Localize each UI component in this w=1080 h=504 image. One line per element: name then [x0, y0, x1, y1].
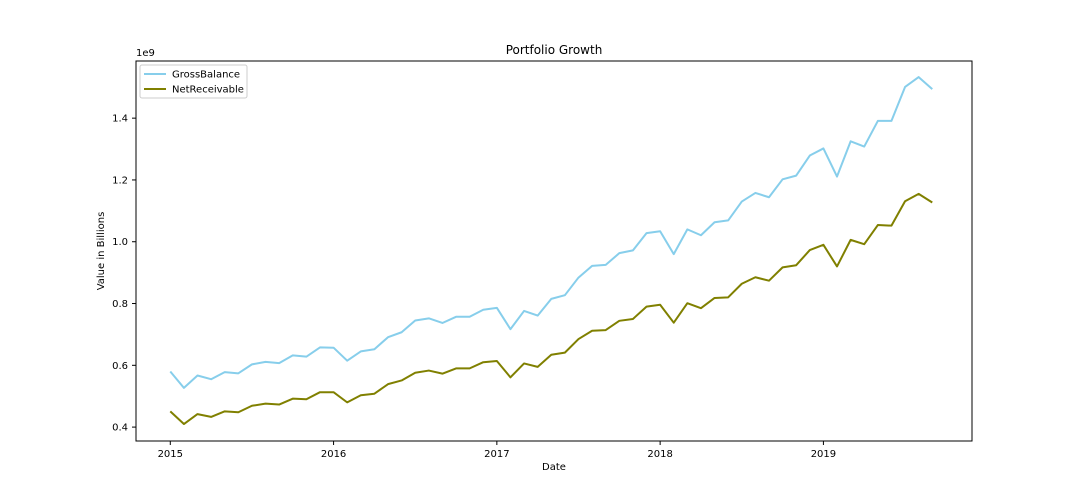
- ticks-layer: 2015 2016 2017 2018 2019 0.4 0.6 0.8 1.0 1.2 1.4: [112, 114, 836, 460]
- x-tick-label: 2019: [811, 449, 836, 460]
- legend-box: [139, 64, 248, 99]
- x-tick-label: 2017: [484, 449, 509, 460]
- lines-layer: [169, 76, 933, 426]
- y-tick-label: 1.2: [112, 175, 128, 186]
- y-tick-label: 1.0: [112, 237, 128, 248]
- chart-title: Portfolio Growth: [506, 43, 603, 57]
- series-line-net-receivable: [169, 192, 933, 426]
- x-tick-label: 2018: [647, 449, 672, 460]
- y-offset-label: 1e9: [136, 48, 155, 59]
- legend-label-gross-balance: GrossBalance: [172, 70, 240, 81]
- y-tick-label: 0.8: [112, 299, 128, 310]
- x-tick-label: 2016: [321, 449, 346, 460]
- x-tick-label: 2015: [158, 449, 183, 460]
- y-axis-label: Value in Billions: [96, 212, 107, 291]
- y-tick-label: 0.4: [112, 423, 128, 434]
- legend: GrossBalance NetReceivable: [139, 64, 248, 99]
- y-tick-label: 0.6: [112, 361, 128, 372]
- series-line-gross-balance: [169, 76, 933, 389]
- plot-frame: [135, 60, 973, 442]
- x-axis-label: Date: [542, 462, 566, 473]
- y-tick-label: 1.4: [112, 114, 128, 125]
- legend-label-net-receivable: NetReceivable: [172, 85, 244, 96]
